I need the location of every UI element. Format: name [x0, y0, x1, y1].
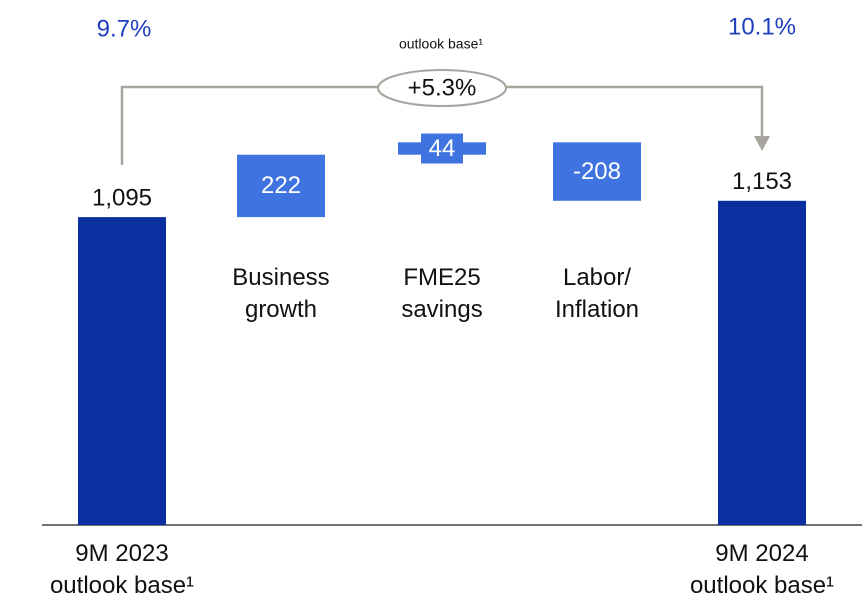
category-label: FME25 savings — [401, 264, 483, 323]
value-label: -208 — [573, 158, 621, 185]
bar — [553, 142, 641, 201]
value-label: 44 — [429, 135, 456, 162]
connector — [120, 85, 378, 165]
bar — [78, 217, 166, 526]
value-label: 222 — [261, 172, 301, 199]
value-label: 1,095 — [92, 184, 152, 211]
connector — [506, 85, 764, 138]
bar — [237, 154, 325, 218]
category-label: 9M 2023 outlook base¹ — [49, 540, 195, 599]
category-label: Business growth — [232, 264, 330, 323]
bar — [718, 200, 806, 525]
growth-ellipse — [377, 69, 507, 107]
category-label: 9M 2024 outlook base¹ — [689, 540, 835, 599]
margin-start: 9.7% — [97, 15, 152, 42]
growth-label: outlook base¹ — [399, 36, 483, 52]
arrow-head — [754, 136, 770, 151]
growth-value: +5.3% — [408, 74, 477, 101]
margin-end: 10.1% — [728, 13, 796, 40]
value-label: 1,153 — [732, 168, 792, 195]
label-box — [421, 133, 463, 164]
category-label: Labor/ Inflation — [554, 264, 640, 323]
